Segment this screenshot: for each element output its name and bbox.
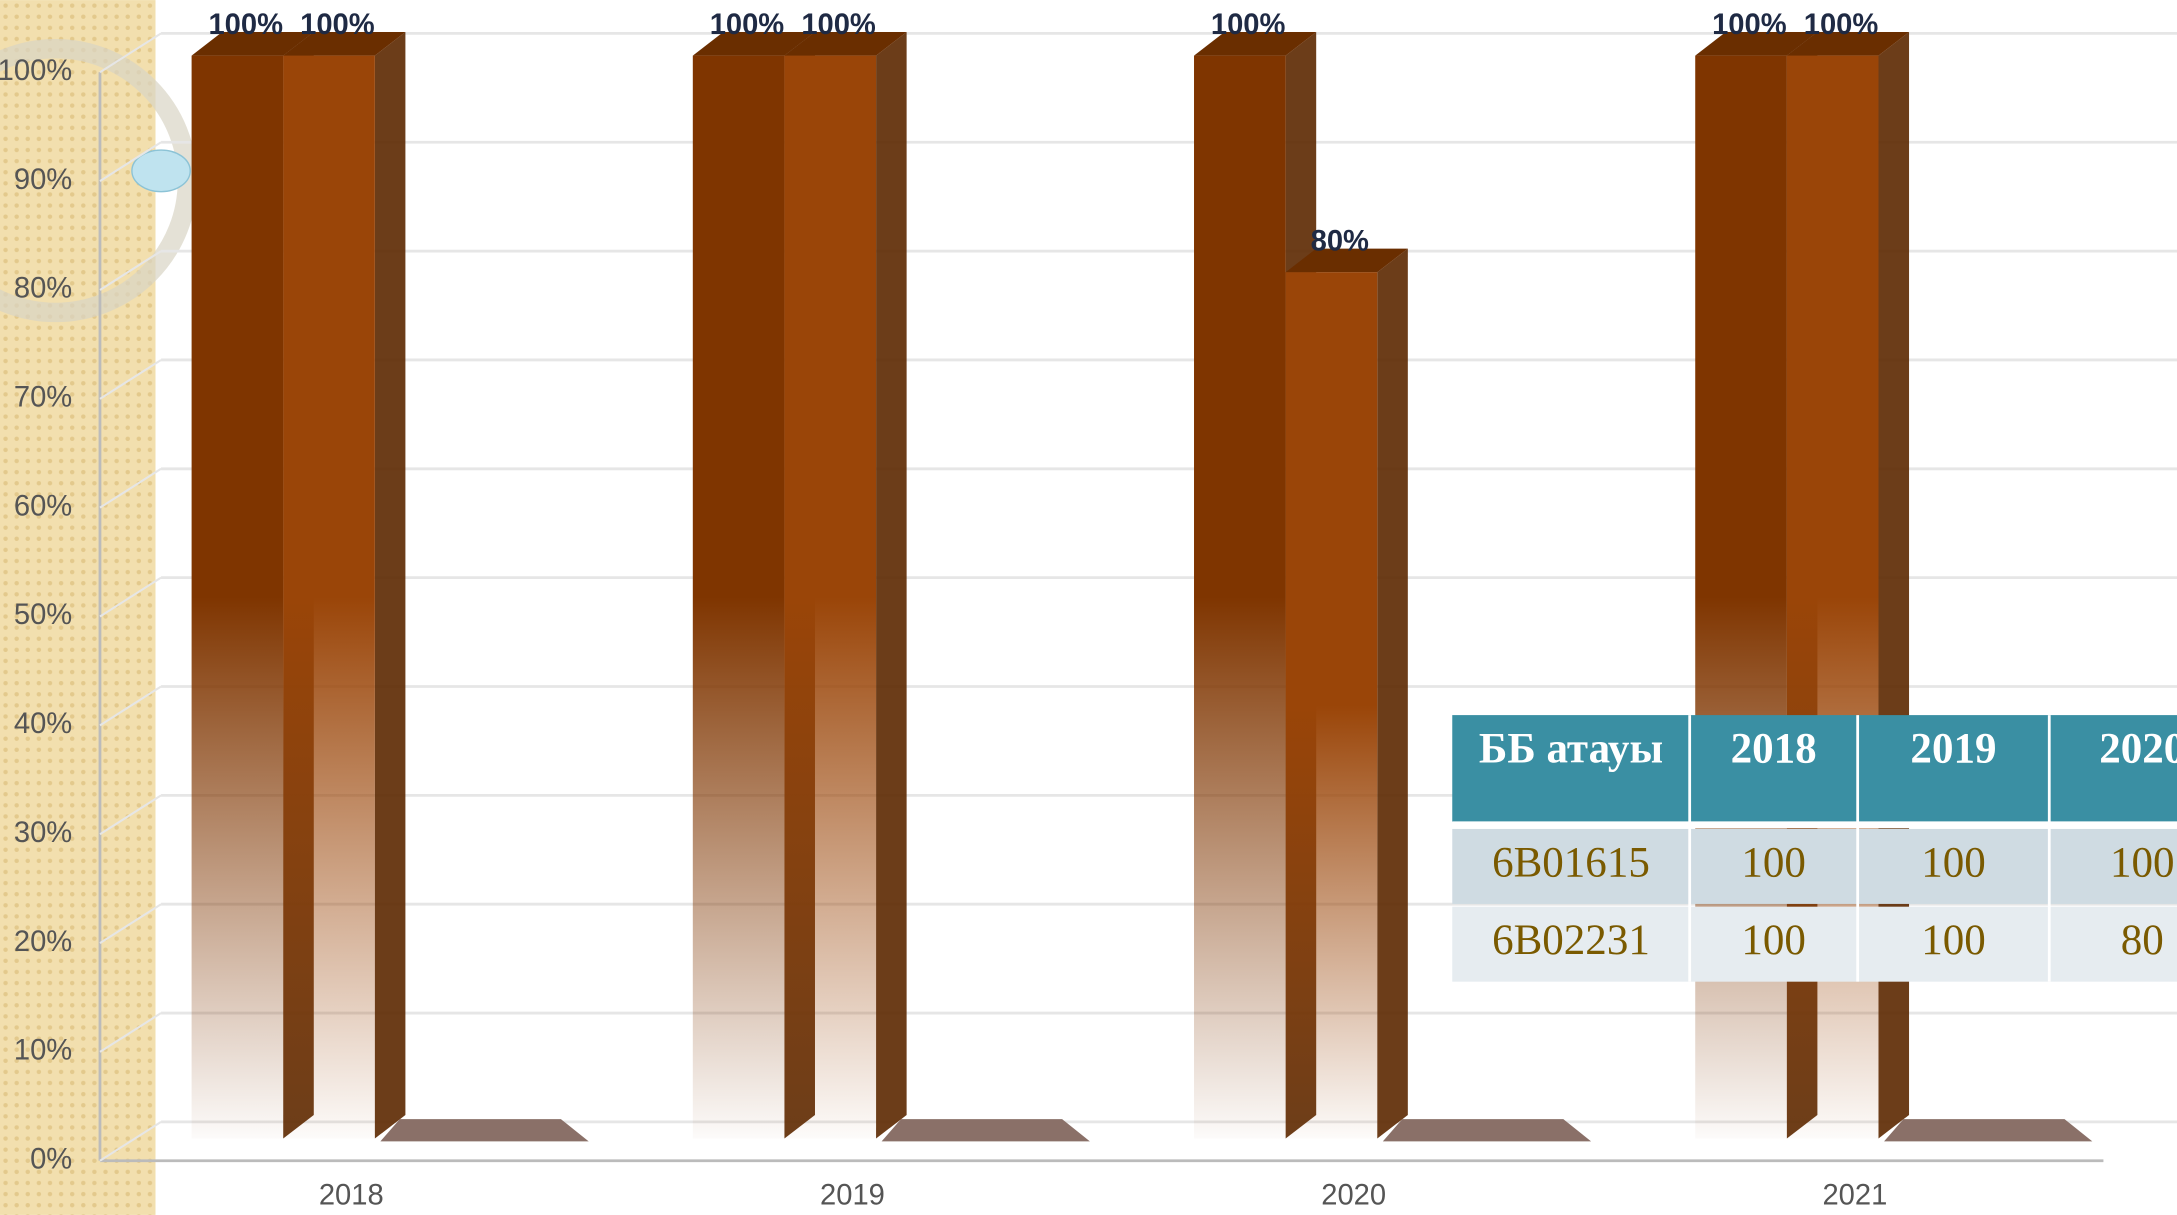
table-cell: 100 bbox=[2110, 839, 2175, 886]
grid-diag bbox=[99, 1012, 162, 1053]
bar bbox=[191, 55, 284, 1139]
grid-diag bbox=[99, 794, 162, 836]
grid-diag bbox=[99, 467, 162, 509]
bar-top bbox=[784, 32, 907, 56]
x-tick-label: 2018 bbox=[319, 1180, 384, 1212]
bar-side bbox=[374, 32, 406, 1139]
table-cell: 6B02231 bbox=[1492, 917, 1650, 964]
side-strip bbox=[0, 0, 156, 1215]
y-tick-label: 40% bbox=[14, 708, 72, 740]
grid-diag bbox=[99, 685, 162, 727]
value-label: 80% bbox=[1311, 226, 1369, 258]
grid-diag bbox=[99, 32, 162, 74]
grid-diag bbox=[99, 903, 162, 944]
y-tick-label: 80% bbox=[14, 273, 72, 305]
y-tick-label: 100% bbox=[0, 55, 72, 87]
value-label: 100% bbox=[1211, 9, 1286, 41]
table-row-bg bbox=[1452, 906, 2177, 982]
table-cell: 100 bbox=[1921, 917, 1986, 964]
x-tick-label: 2020 bbox=[1321, 1180, 1386, 1212]
bar bbox=[1285, 272, 1378, 1139]
y-tick-label: 30% bbox=[14, 817, 72, 849]
table-cell: 100 bbox=[1741, 917, 1806, 964]
table-header-bg bbox=[1452, 715, 2177, 823]
bar bbox=[784, 55, 877, 1139]
y-tick-label: 10% bbox=[14, 1035, 72, 1067]
y-tick-label: 50% bbox=[14, 599, 72, 631]
value-label: 100% bbox=[208, 9, 283, 41]
flat-bar bbox=[380, 1119, 589, 1142]
bar-top bbox=[283, 32, 406, 56]
y-tick-label: 90% bbox=[14, 164, 72, 196]
table-row-bg bbox=[1452, 828, 2177, 904]
grid-diag bbox=[99, 141, 162, 183]
bar-top bbox=[1695, 32, 1818, 56]
x-tick-label: 2019 bbox=[820, 1180, 885, 1212]
table-header-cell: 2020 bbox=[2099, 725, 2177, 772]
table-cell: 100 bbox=[1921, 839, 1986, 886]
value-label: 100% bbox=[710, 9, 785, 41]
bar-top bbox=[191, 32, 314, 56]
bar-top bbox=[1786, 32, 1910, 56]
bar-side bbox=[876, 32, 907, 1139]
y-tick-label: 70% bbox=[14, 382, 72, 414]
table-cell: 80 bbox=[2121, 917, 2164, 964]
flat-bar bbox=[1884, 1119, 2093, 1142]
y-tick-label: 0% bbox=[30, 1143, 72, 1175]
table-header-cell: 2019 bbox=[1910, 725, 1996, 772]
table-cell: 6B01615 bbox=[1492, 839, 1650, 886]
y-tick-label: 20% bbox=[14, 926, 72, 958]
bar bbox=[283, 55, 375, 1139]
y-tick-label: 60% bbox=[14, 490, 72, 522]
bar-top bbox=[1194, 32, 1317, 56]
bar-top bbox=[692, 32, 815, 56]
table-header-cell: 2018 bbox=[1731, 725, 1817, 772]
bar-top bbox=[1285, 248, 1408, 273]
decor-dot bbox=[131, 149, 191, 193]
flat-bar bbox=[1382, 1119, 1592, 1142]
bar bbox=[1194, 55, 1286, 1139]
bar-side bbox=[1377, 248, 1408, 1139]
grid-diag bbox=[99, 359, 162, 400]
value-label: 100% bbox=[300, 9, 375, 41]
grid-diag bbox=[99, 576, 162, 618]
flat-bar bbox=[881, 1119, 1090, 1142]
grid-diag bbox=[99, 250, 162, 291]
x-tick-label: 2021 bbox=[1822, 1180, 1887, 1212]
value-label: 100% bbox=[1804, 9, 1879, 41]
table-header-cell: ББ атауы bbox=[1479, 725, 1663, 772]
table-cell: 100 bbox=[1741, 839, 1806, 886]
value-label: 100% bbox=[801, 9, 876, 41]
bar bbox=[692, 55, 785, 1139]
grid-diag bbox=[99, 1121, 162, 1162]
value-label: 100% bbox=[1712, 9, 1787, 41]
